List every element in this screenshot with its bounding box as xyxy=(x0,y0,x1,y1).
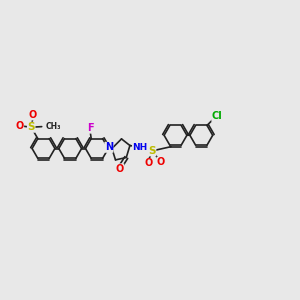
Text: O: O xyxy=(116,164,124,174)
Text: F: F xyxy=(87,123,93,133)
Text: O: O xyxy=(29,110,37,120)
Text: S: S xyxy=(148,146,156,156)
Text: O: O xyxy=(144,158,152,169)
Text: O: O xyxy=(157,157,165,167)
Text: Cl: Cl xyxy=(212,111,223,122)
Text: S: S xyxy=(28,122,35,132)
Text: CH₃: CH₃ xyxy=(45,122,61,131)
Text: N: N xyxy=(105,142,113,152)
Text: O: O xyxy=(15,121,24,131)
Text: NH: NH xyxy=(133,143,148,152)
